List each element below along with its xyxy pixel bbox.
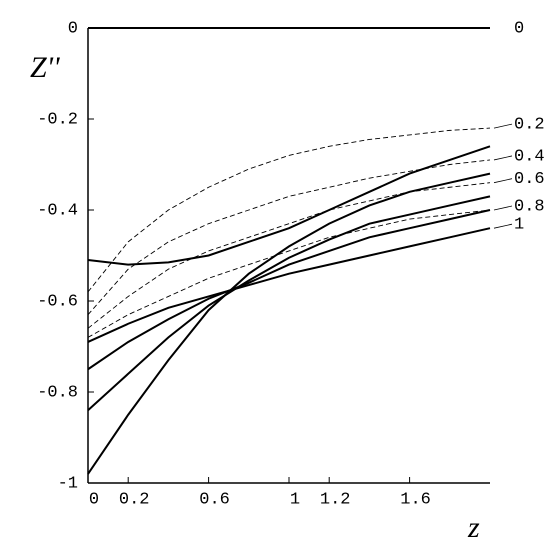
line-series bbox=[87, 227, 491, 343]
x-tick-label: 0.6 bbox=[199, 490, 230, 509]
label-arrow bbox=[493, 123, 513, 129]
x-tick-label: 1.2 bbox=[320, 490, 351, 509]
y-tick-label: -0.2 bbox=[37, 110, 78, 129]
series-label: 0 bbox=[514, 19, 524, 38]
series-label: 1 bbox=[514, 216, 524, 235]
x-tick-label: 1.6 bbox=[400, 490, 431, 509]
y-tick-label: 0 bbox=[68, 19, 78, 38]
label-arrow bbox=[493, 205, 513, 211]
series-label: 0.2 bbox=[514, 116, 545, 135]
x-tick-label: 0 bbox=[89, 490, 99, 509]
x-tick-label: 1 bbox=[290, 490, 300, 509]
x-tick-label: 0.2 bbox=[119, 490, 150, 509]
line-series bbox=[87, 209, 491, 371]
line-series bbox=[87, 182, 491, 329]
x-axis-label: z bbox=[467, 511, 480, 544]
y-axis-label: Z'' bbox=[30, 51, 60, 84]
y-tick-label: -0.4 bbox=[37, 201, 78, 220]
line-series bbox=[87, 145, 491, 266]
series-label: 0.8 bbox=[514, 197, 545, 216]
series-label: 0.6 bbox=[514, 170, 545, 189]
line-series bbox=[87, 127, 491, 293]
y-tick-label: -0.6 bbox=[37, 292, 78, 311]
label-arrow bbox=[493, 223, 513, 229]
line-series bbox=[87, 209, 491, 338]
label-arrow bbox=[493, 155, 513, 161]
line-series bbox=[87, 195, 491, 411]
y-tick-label: -1 bbox=[58, 474, 78, 493]
line-series bbox=[87, 159, 491, 315]
y-tick-label: -0.8 bbox=[37, 383, 78, 402]
label-arrow bbox=[493, 178, 513, 184]
series-label: 0.4 bbox=[514, 147, 545, 166]
line-series bbox=[87, 172, 491, 475]
